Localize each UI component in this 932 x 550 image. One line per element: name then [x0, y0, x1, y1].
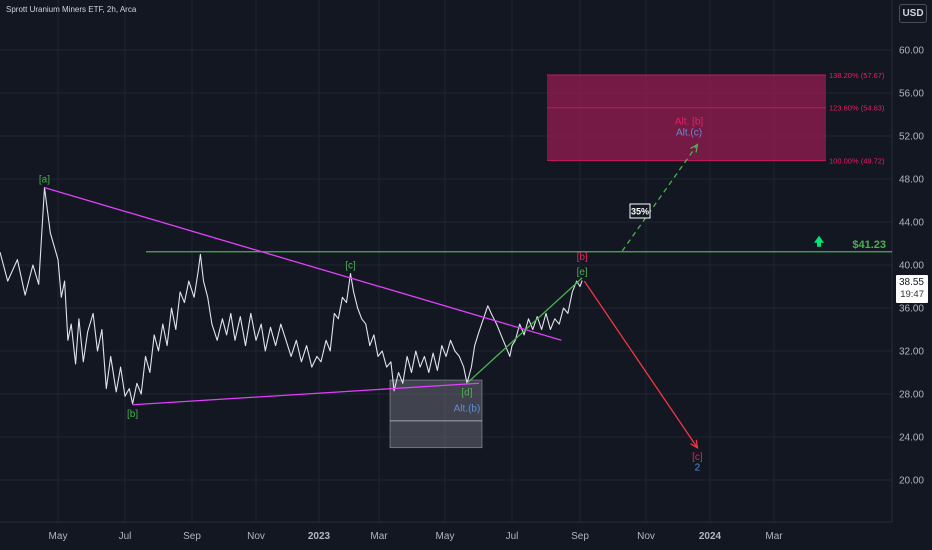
probability-badge: [629, 203, 651, 219]
y-tick-label: 44.00: [899, 218, 924, 229]
trendline: [44, 186, 562, 341]
chart-title: Sprott Uranium Miners ETF, 2h, Arca: [6, 5, 137, 14]
fib-level-label: 100.00% (49.72): [829, 157, 885, 166]
up-arrow-icon: [814, 235, 824, 247]
wave-label: [a]: [39, 175, 50, 186]
wave-label: [c]: [345, 261, 356, 272]
x-tick-label: Jul: [506, 531, 519, 542]
x-tick-label: Nov: [637, 531, 655, 542]
bar-countdown: 19:47: [900, 289, 924, 300]
wave-label: [b]: [127, 409, 138, 420]
wave-label: [c]: [692, 452, 703, 463]
price-series-line: [0, 187, 583, 405]
y-tick-label: 52.00: [899, 132, 924, 143]
currency-button[interactable]: USD: [899, 4, 927, 23]
x-tick-label: Nov: [247, 531, 265, 542]
trendline: [466, 277, 583, 384]
fib-level-label: 138.20% (57.67): [829, 71, 885, 80]
y-tick-label: 32.00: [899, 347, 924, 358]
last-price: 38.55: [898, 277, 924, 288]
resistance-level-label: $41.23: [852, 239, 886, 251]
y-tick-label: 24.00: [899, 433, 924, 444]
wave-label: Alt. [b]: [675, 117, 704, 128]
x-tick-label: 2024: [699, 531, 722, 542]
fibonacci-target-zone: [547, 75, 826, 161]
x-tick-label: Sep: [571, 531, 589, 542]
projection-path: [621, 144, 698, 252]
probability-badge-label: 35%: [631, 207, 649, 217]
wave-label: [e]: [577, 267, 588, 278]
wave-label: Alt.(b): [454, 403, 481, 414]
wave-label: Alt.(c): [676, 127, 702, 138]
wave-label: [b]: [577, 252, 588, 263]
x-tick-label: 2023: [308, 531, 331, 542]
y-tick-label: 56.00: [899, 89, 924, 100]
x-tick-label: May: [49, 531, 68, 542]
projection-arrowhead: [690, 143, 699, 153]
y-tick-label: 36.00: [899, 304, 924, 315]
wave-label: 2: [695, 463, 701, 474]
y-tick-label: 60.00: [899, 46, 924, 57]
last-price-badge: 38.55 19:47: [896, 275, 928, 303]
projection-arrowhead: [690, 439, 699, 449]
correction-zone-box: [389, 379, 483, 449]
projection-path: [583, 280, 698, 449]
y-tick-label: 40.00: [899, 261, 924, 272]
y-tick-label: 48.00: [899, 175, 924, 186]
trendline: [132, 382, 480, 406]
wave-label: [d]: [461, 387, 472, 398]
x-tick-label: Jul: [119, 531, 132, 542]
x-tick-label: Mar: [765, 531, 783, 542]
x-tick-label: Sep: [183, 531, 201, 542]
x-tick-label: May: [436, 531, 455, 542]
x-tick-label: Mar: [370, 531, 388, 542]
fib-level-label: 123.60% (54.63): [829, 104, 885, 113]
y-tick-label: 28.00: [899, 390, 924, 401]
y-tick-label: 20.00: [899, 476, 924, 487]
